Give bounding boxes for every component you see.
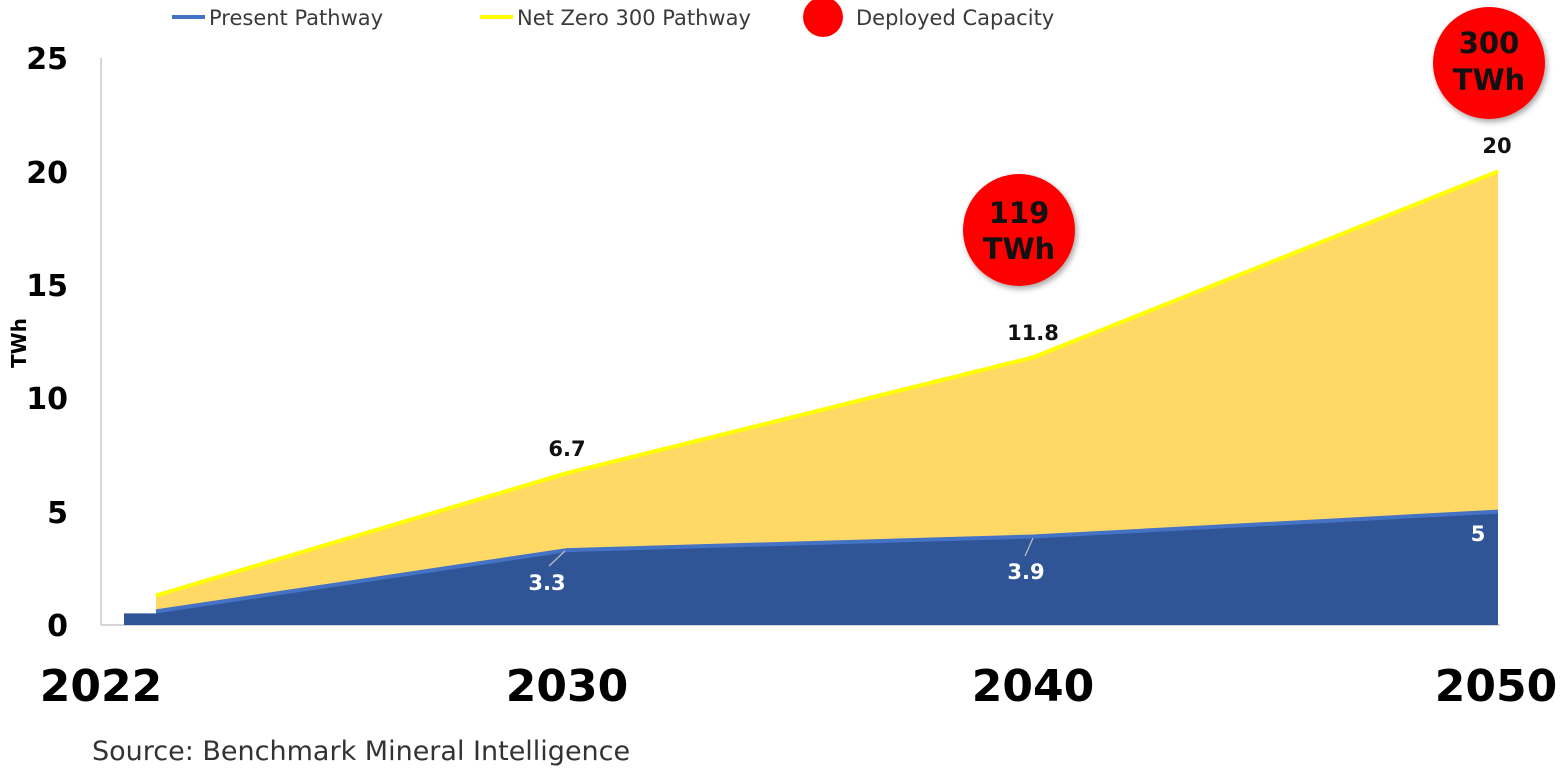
- deployed-capacity-bubble: [963, 174, 1075, 286]
- data-label-net-zero-2030: 6.7: [548, 437, 585, 461]
- area-present-stub: [124, 613, 156, 625]
- deployed-capacity-bubble: [1433, 7, 1545, 119]
- y-tick-label: 25: [26, 42, 68, 77]
- data-label-present-2050: 5: [1471, 522, 1486, 546]
- data-label-net-zero-2040: 11.8: [1007, 321, 1059, 345]
- x-tick-label: 2040: [972, 661, 1094, 712]
- source-note: Source: Benchmark Mineral Intelligence: [92, 736, 630, 767]
- legend-swatch-deployed: [803, 0, 843, 37]
- bubble-value: 300: [1459, 26, 1520, 60]
- data-label-present-2040: 3.9: [1007, 560, 1044, 584]
- plot-area: [124, 169, 1499, 625]
- data-label-net-zero-2050: 20: [1482, 134, 1511, 158]
- legend-label-present: Present Pathway: [209, 6, 383, 30]
- area-present-pathway: [156, 511, 1498, 625]
- leader-line-present-2030: [548, 550, 566, 567]
- x-tick-label: 2030: [506, 661, 628, 712]
- annotation-bubble-2040: 119 TWh: [963, 174, 1075, 286]
- y-tick-label: 0: [47, 609, 68, 644]
- bubble-unit: TWh: [983, 232, 1055, 266]
- x-tick-label: 2022: [40, 661, 162, 712]
- annotation-bubble-2050: 300 TWh: [1433, 7, 1545, 119]
- line-net-zero-pathway: [155, 169, 1499, 598]
- legend-label-net-zero: Net Zero 300 Pathway: [517, 6, 751, 30]
- data-label-present-2030: 3.3: [528, 571, 565, 595]
- bubble-value: 119: [989, 196, 1050, 230]
- y-tick-label: 15: [26, 269, 68, 304]
- bubble-unit: TWh: [1453, 63, 1525, 97]
- legend-label-deployed: Deployed Capacity: [856, 6, 1054, 30]
- chart-legend: Present Pathway Net Zero 300 Pathway Dep…: [172, 0, 1054, 37]
- y-tick-label: 20: [26, 156, 68, 191]
- data-labels: 6.7 11.8 20 3.3 3.9 5: [528, 134, 1511, 595]
- line-present-pathway: [155, 509, 1499, 614]
- x-tick-label: 2050: [1435, 661, 1557, 712]
- y-tick-label: 10: [26, 382, 68, 417]
- y-tick-label: 5: [47, 496, 68, 531]
- area-net-zero-pathway: [156, 171, 1498, 625]
- x-ticks: 2022 2030 2040 2050: [40, 661, 1557, 712]
- y-ticks: 0 5 10 15 20 25: [26, 42, 68, 644]
- leader-line-present-2040: [1024, 537, 1034, 557]
- y-axis-title: TWh: [7, 318, 31, 368]
